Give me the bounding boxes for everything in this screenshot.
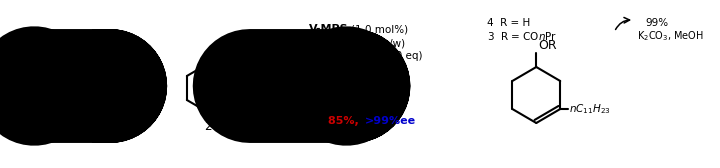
Text: O: O [102, 78, 112, 91]
Text: $n$C$_{11}$H$_{23}$MgBr: $n$C$_{11}$H$_{23}$MgBr [102, 68, 168, 82]
Text: V-MPS: V-MPS [309, 24, 348, 34]
Text: Et$_{2}$O: Et$_{2}$O [122, 90, 147, 104]
Text: K$_{2}$CO$_{3}$, MeOH: K$_{2}$CO$_{3}$, MeOH [637, 29, 704, 43]
Text: OH: OH [242, 83, 259, 93]
Text: 81%: 81% [122, 106, 147, 116]
Text: CAL-B (3.0 w/w): CAL-B (3.0 w/w) [323, 38, 405, 48]
Text: 1: 1 [58, 116, 65, 129]
Text: CH$_{3}$CN (0.08 M): CH$_{3}$CN (0.08 M) [323, 90, 406, 104]
Text: 3  R = CO$n$Pr: 3 R = CO$n$Pr [487, 30, 557, 42]
Text: 4  R = H: 4 R = H [487, 18, 530, 28]
Text: OR: OR [539, 39, 557, 52]
Text: vinyl butylate (2.0 eq): vinyl butylate (2.0 eq) [307, 51, 422, 61]
Text: 2: 2 [204, 119, 211, 133]
Text: 35 °C, 24 h: 35 °C, 24 h [335, 102, 394, 112]
Text: 99%: 99% [645, 18, 668, 28]
Text: $n$C$_{11}$H$_{23}$: $n$C$_{11}$H$_{23}$ [569, 102, 611, 116]
Text: 85%,: 85%, [328, 116, 362, 126]
Text: $n$C$_{11}$H$_{23}$: $n$C$_{11}$H$_{23}$ [238, 99, 277, 113]
Text: (1.0 mol%): (1.0 mol%) [351, 24, 408, 34]
Text: >99%ee: >99%ee [364, 116, 415, 126]
